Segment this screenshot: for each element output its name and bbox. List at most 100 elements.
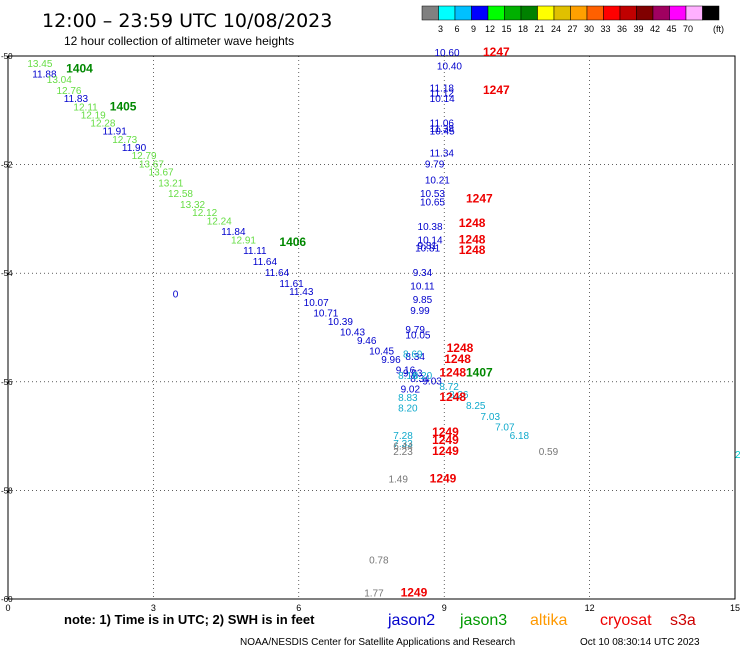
color-scale-unit: (ft) bbox=[713, 24, 724, 34]
wave-height-value: 13.21 bbox=[158, 178, 183, 189]
y-tick-label: -50 bbox=[1, 52, 13, 61]
color-bin-swatch bbox=[487, 5, 505, 21]
color-bin-label: 30 bbox=[584, 24, 594, 34]
x-tick-label: 3 bbox=[151, 603, 156, 613]
wave-height-value: 10.11 bbox=[410, 281, 435, 292]
orbit-pass-label: 1404 bbox=[66, 61, 93, 75]
color-bin-swatch bbox=[553, 5, 571, 21]
wave-height-value: 9.79 bbox=[405, 325, 425, 336]
wave-height-value: 13.67 bbox=[139, 159, 164, 170]
color-bin-label: 12 bbox=[485, 24, 495, 34]
wave-height-value: 13.67 bbox=[149, 167, 174, 178]
y-tick-label: -56 bbox=[1, 378, 13, 387]
wave-height-value: 9.16 bbox=[396, 366, 416, 377]
wave-height-value: 11.34 bbox=[430, 148, 455, 159]
x-tick-label: 0 bbox=[5, 603, 10, 613]
x-tick-label: 6 bbox=[296, 603, 301, 613]
footer-timestamp: Oct 10 08:30:14 UTC 2023 bbox=[580, 637, 700, 648]
color-bin-swatch bbox=[570, 5, 588, 21]
orbit-pass-label: 1406 bbox=[279, 235, 306, 249]
wave-height-value: 7.07 bbox=[495, 423, 515, 434]
wave-height-value: 10.14 bbox=[430, 94, 455, 105]
wave-height-value: 10.39 bbox=[328, 317, 353, 328]
y-tick-label: -54 bbox=[1, 269, 13, 278]
orbit-pass-label: 1407 bbox=[466, 365, 493, 379]
color-bin-swatch bbox=[685, 5, 703, 21]
wave-height-value: 11.83 bbox=[64, 94, 89, 105]
wave-height-value: 11.64 bbox=[253, 257, 278, 268]
axis-tick-labels: 0 3 6 9 12 15 -50 -52 -54 -56 -58 -60 bbox=[1, 52, 740, 613]
orbit-pass-label: 1249 bbox=[432, 425, 459, 439]
y-tick-label: -52 bbox=[1, 161, 13, 170]
wave-height-value: 8.34 bbox=[410, 374, 430, 385]
wave-height-value: 10.45 bbox=[369, 347, 394, 358]
orbit-pass-label: 1248 bbox=[444, 352, 471, 366]
color-bin-swatch bbox=[504, 5, 522, 21]
wave-height-value: 2.23 bbox=[393, 447, 413, 458]
wave-height-value: 11.90 bbox=[122, 143, 147, 154]
color-bin-swatch bbox=[537, 5, 555, 21]
wave-height-value: 10.40 bbox=[437, 62, 462, 73]
footer-note: note: 1) Time is in UTC; 2) SWH is in fe… bbox=[64, 612, 315, 627]
wave-height-value: 12.58 bbox=[168, 189, 193, 200]
wave-height-value: 1.77 bbox=[364, 588, 384, 599]
wave-height-value: 10.43 bbox=[340, 328, 365, 339]
wave-height-value: 11.91 bbox=[103, 127, 128, 138]
wave-height-value: 10.71 bbox=[313, 309, 338, 320]
orbit-pass-label: 1247 bbox=[466, 192, 493, 206]
wave-height-value: 11.84 bbox=[221, 227, 246, 238]
orbit-pass-label: 1247 bbox=[483, 83, 510, 97]
wave-height-value: 10.60 bbox=[435, 48, 460, 59]
satellite-legend: jason2 jason3 altika cryosat s3a bbox=[387, 612, 696, 629]
satellite-legend-jason2: jason2 bbox=[387, 612, 435, 629]
wave-height-value: 8.20 bbox=[398, 404, 418, 415]
wave-height-value: 12.12 bbox=[192, 208, 217, 219]
color-bin-swatch bbox=[702, 5, 720, 21]
color-bin-label: 9 bbox=[471, 24, 476, 34]
footer-credit: NOAA/NESDIS Center for Satellite Applica… bbox=[240, 637, 515, 648]
color-bin-label: 45 bbox=[666, 24, 676, 34]
wave-height-value: 10.45 bbox=[430, 127, 455, 138]
wave-height-value: 11.12 bbox=[430, 89, 455, 100]
wave-height-value: 9.34 bbox=[413, 268, 433, 279]
orbit-pass-label: 1248 bbox=[459, 216, 486, 230]
plot-frame bbox=[7, 55, 736, 600]
color-bin-label: 36 bbox=[617, 24, 627, 34]
wave-height-value: 11.64 bbox=[265, 268, 290, 279]
color-bin-swatch bbox=[619, 5, 637, 21]
wave-height-value: 10.65 bbox=[420, 197, 445, 208]
wave-height-value: 6.18 bbox=[510, 431, 530, 442]
wave-height-value: 10.38 bbox=[418, 222, 443, 233]
satellite-legend-s3a: s3a bbox=[670, 612, 696, 629]
color-bin-label: 18 bbox=[518, 24, 528, 34]
wave-height-value: 12.79 bbox=[132, 151, 157, 162]
wave-height-value: 8.83 bbox=[398, 393, 418, 404]
color-bin-label: 24 bbox=[551, 24, 561, 34]
wave-height-value: 8.72 bbox=[439, 382, 459, 393]
color-bin-swatch bbox=[520, 5, 538, 21]
color-bin-swatch bbox=[586, 5, 604, 21]
wave-height-value: 10.05 bbox=[405, 330, 430, 341]
wave-height-value: 0.78 bbox=[369, 556, 389, 567]
color-bin-swatch bbox=[652, 5, 670, 21]
wave-height-value: 8.20 bbox=[413, 371, 433, 382]
page-title: 12:00 – 23:59 UTC 10/08/2023 bbox=[42, 10, 332, 32]
wave-height-value: 9.96 bbox=[381, 355, 401, 366]
plot-area: 0 3 6 9 12 15-50-52-54-56-58-60 13.4511.8813.… bbox=[1, 45, 740, 613]
wave-height-value: 9.81 bbox=[418, 241, 438, 252]
wave-height-value: 11.88 bbox=[32, 70, 57, 81]
satellite-legend-altika: altika bbox=[530, 612, 567, 629]
wave-height-value: 12.76 bbox=[56, 86, 81, 97]
wave-height-value: 11.18 bbox=[430, 83, 455, 94]
color-bin-label: 39 bbox=[633, 24, 643, 34]
wave-height-value: 9.02 bbox=[401, 385, 421, 396]
color-bin-label: 27 bbox=[567, 24, 577, 34]
wave-height-value: 10.14 bbox=[418, 235, 443, 246]
wave-height-value: 11.06 bbox=[430, 119, 455, 130]
wave-height-value: 0.59 bbox=[539, 447, 559, 458]
wave-height-value: 9.79 bbox=[425, 159, 445, 170]
orbit-pass-label: 1248 bbox=[447, 341, 474, 355]
wave-height-value: 11.61 bbox=[279, 279, 304, 290]
data-points: 13.4511.8813.0412.7611.8312.1112.1912.28… bbox=[27, 48, 740, 599]
